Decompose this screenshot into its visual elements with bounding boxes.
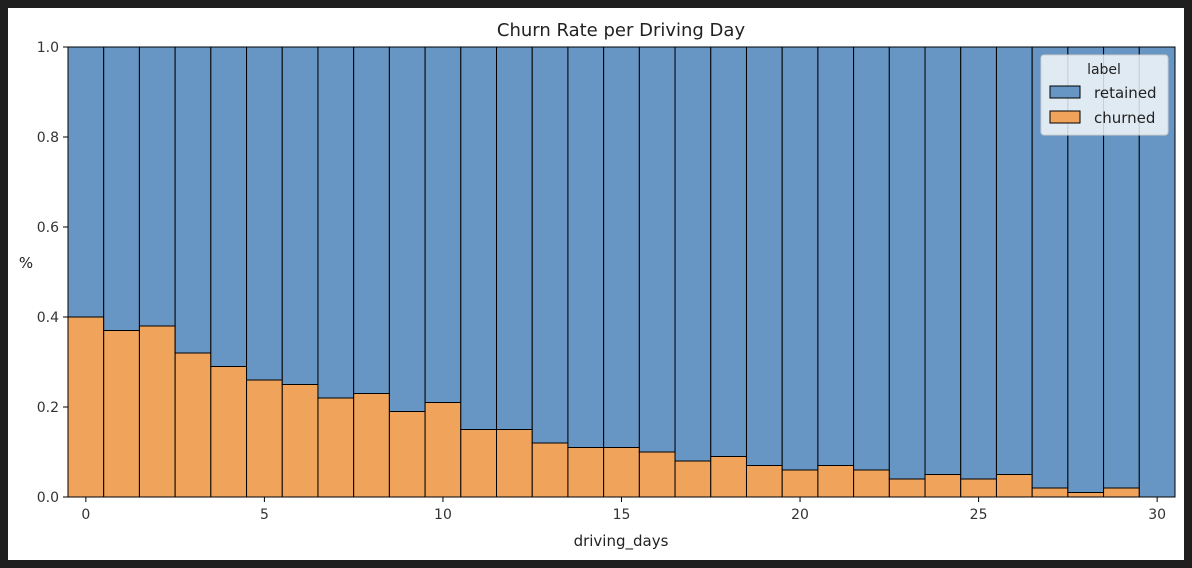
bar-churned-10 [424,402,462,498]
bar-churned-13 [531,442,569,498]
bar-churned-26 [995,474,1033,498]
bar-retained-16 [638,46,676,453]
bar-churned-3 [174,352,212,498]
x-axis-label: driving_days [574,532,669,551]
bar-churned-27 [1031,487,1069,498]
y-tick-label-0.6: 0.6 [37,220,59,236]
bar-churned-0 [67,316,105,498]
y-tick-label-0.2: 0.2 [37,400,59,416]
bar-churned-25 [960,478,997,498]
bar-churned-17 [674,460,712,498]
bar-churned-8 [353,393,390,498]
legend-title: label [1087,62,1121,78]
legend: label retained churned [1040,54,1169,136]
bar-churned-9 [388,411,426,498]
bar-retained-25 [960,46,997,480]
bar-churned-21 [817,465,855,498]
x-tick-label-5: 5 [260,507,269,523]
bar-churned-29 [1103,487,1140,498]
bar-churned-14 [567,447,605,498]
x-tick-label-15: 15 [613,507,631,523]
legend-swatch-retained [1049,85,1081,99]
bar-retained-21 [817,46,855,466]
bar-churned-6 [281,384,319,498]
bar-retained-24 [924,46,962,475]
bar-churned-19 [745,465,783,498]
bar-churned-24 [924,474,962,498]
bar-retained-23 [888,46,926,480]
bar-retained-14 [567,46,605,448]
y-axis-label: % [19,254,33,272]
bar-retained-1 [103,46,140,331]
bar-retained-18 [710,46,747,457]
bar-churned-16 [638,451,676,498]
x-tick-label-30: 30 [1148,507,1166,523]
bar-churned-15 [603,447,640,498]
bar-churned-1 [103,330,140,498]
bar-retained-13 [531,46,569,444]
bar-retained-2 [138,46,176,327]
bar-churned-7 [317,397,355,498]
bar-churned-4 [210,366,248,498]
legend-swatch-churned [1049,110,1081,124]
bar-churned-18 [710,456,747,498]
bar-retained-4 [210,46,248,367]
bar-churned-5 [246,379,283,498]
x-tick-label-10: 10 [434,507,452,523]
x-tick-label-0: 0 [81,507,90,523]
legend-label-churned: churned [1094,109,1155,127]
bar-retained-15 [603,46,640,448]
bar-retained-11 [460,46,498,430]
bar-retained-20 [781,46,819,471]
bars-group [67,46,1176,498]
bar-retained-3 [174,46,212,354]
bar-churned-2 [138,325,176,498]
bar-retained-7 [317,46,355,399]
y-tick-label-1.0: 1.0 [37,40,59,56]
bar-churned-23 [888,478,926,498]
y-tick-label-0.8: 0.8 [37,130,59,146]
axes-group: 0 5 10 15 20 25 30 0.0 0.2 0.4 0.6 0.8 1.0 [37,40,1176,523]
bar-retained-5 [246,46,283,381]
bar-retained-19 [745,46,783,466]
bar-churned-22 [853,469,890,498]
bar-retained-9 [388,46,426,412]
bar-retained-6 [281,46,319,385]
bar-churned-20 [781,469,819,498]
bar-churned-28 [1067,492,1105,498]
bar-retained-8 [353,46,390,394]
bar-retained-0 [67,46,105,318]
bar-churned-11 [460,429,498,498]
bar-retained-12 [496,46,533,430]
bar-churned-12 [496,429,533,498]
x-tick-label-20: 20 [791,507,809,523]
bar-retained-10 [424,46,462,403]
y-tick-label-0.0: 0.0 [37,490,59,506]
y-tick-label-0.4: 0.4 [37,310,59,326]
bar-retained-17 [674,46,712,462]
bar-retained-26 [995,46,1033,475]
x-tick-label-25: 25 [970,507,988,523]
bar-retained-22 [853,46,890,471]
chart-title: Churn Rate per Driving Day [497,20,746,41]
legend-label-retained: retained [1094,84,1157,102]
